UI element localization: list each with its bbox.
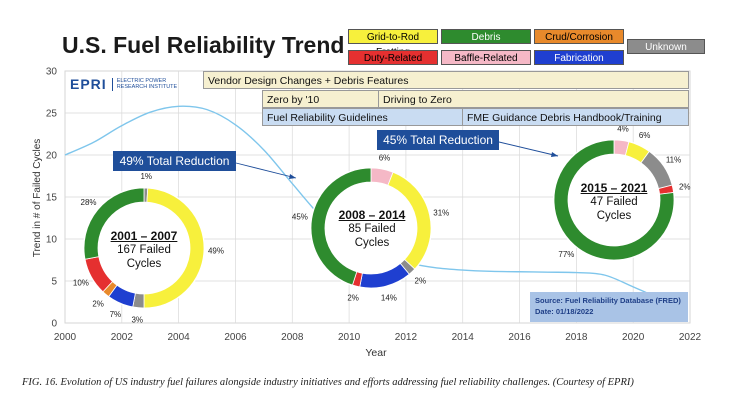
x-tick-label: 2016 bbox=[508, 332, 531, 343]
donut-slice-label: 49% bbox=[208, 246, 224, 255]
donut-slice-label: 45% bbox=[292, 213, 308, 222]
x-tick-label: 2002 bbox=[111, 332, 134, 343]
source-note: Source: Fuel Reliability Database (FRED)… bbox=[530, 292, 688, 322]
donut-1-label: 2001 – 2007 167 Failed Cycles bbox=[94, 229, 194, 271]
donut-slice-label: 77% bbox=[558, 250, 574, 259]
initiative-vendor-design: Vendor Design Changes + Debris Features bbox=[203, 71, 689, 89]
callout-49-percent: 49% Total Reduction bbox=[113, 151, 236, 171]
donut-slice-label: 7% bbox=[110, 310, 122, 319]
x-tick-label: 2018 bbox=[565, 332, 588, 343]
y-tick-label: 20 bbox=[46, 151, 58, 162]
donut-slice-label: 31% bbox=[433, 208, 449, 217]
figure-caption: FIG. 16. Evolution of US industry fuel f… bbox=[22, 377, 634, 388]
initiative-driving-to-zero: Driving to Zero bbox=[378, 90, 689, 108]
x-tick-label: 2014 bbox=[452, 332, 475, 343]
donut-hole bbox=[325, 182, 417, 274]
callout-arrow-2-head bbox=[551, 152, 558, 157]
y-tick-label: 5 bbox=[51, 277, 57, 288]
initiative-zero-by-10: Zero by '10 bbox=[262, 90, 379, 108]
donut-slice-label: 11% bbox=[666, 156, 681, 165]
legend-duty-related: Duty-Related bbox=[348, 50, 438, 65]
donut-2-label: 2008 – 2014 85 Failed Cycles bbox=[322, 208, 422, 250]
x-tick-label: 2004 bbox=[168, 332, 191, 343]
source-line: Source: Fuel Reliability Database (FRED) bbox=[535, 296, 681, 305]
donut-slice-debris bbox=[83, 187, 145, 260]
x-tick-label: 2020 bbox=[622, 332, 645, 343]
initiative-fme-guidance: FME Guidance Debris Handbook/Training bbox=[462, 108, 689, 126]
donut-1: 1% 49% 3% 7% 2% 10% 28% bbox=[73, 172, 224, 325]
logo-text: ELECTRIC POWER RESEARCH INSTITUTE bbox=[111, 77, 178, 91]
y-tick-label: 30 bbox=[46, 67, 58, 78]
donut-slice-label: 4% bbox=[617, 125, 629, 134]
donut-hole bbox=[98, 202, 190, 294]
donut-slice-label: 2% bbox=[415, 276, 427, 285]
donut-slice-label: 14% bbox=[381, 294, 397, 303]
chart-title: U.S. Fuel Reliability Trend bbox=[62, 32, 345, 58]
x-tick-label: 2022 bbox=[679, 332, 702, 343]
donut-slice-label: 1% bbox=[140, 172, 152, 181]
x-axis-label: Year bbox=[365, 347, 387, 359]
logo-mark: EPRI bbox=[70, 76, 107, 92]
donut-2-range: 2008 – 2014 bbox=[338, 208, 406, 222]
y-tick-label: 0 bbox=[51, 319, 57, 330]
callout-arrow-1 bbox=[235, 162, 297, 179]
donut-slice-label: 28% bbox=[81, 198, 97, 207]
x-tick-label: 2000 bbox=[54, 332, 77, 343]
donut-1-range: 2001 – 2007 bbox=[110, 229, 178, 243]
donut-slice-label: 10% bbox=[73, 279, 89, 288]
callout-arrow-1-head bbox=[289, 174, 296, 179]
donut-slice-label: 2% bbox=[92, 299, 104, 308]
y-tick-label: 10 bbox=[46, 235, 58, 246]
donut-1-failures: 167 Failed Cycles bbox=[117, 244, 171, 270]
donut-2: 6% 31% 2% 14% 2% 45% bbox=[292, 153, 449, 302]
donut-slice-label: 2% bbox=[679, 183, 691, 192]
donut-slice-label: 6% bbox=[379, 153, 391, 162]
donut-3-label: 2015 – 2021 47 Failed Cycles bbox=[564, 181, 664, 223]
donut-slice-label: 3% bbox=[131, 316, 143, 325]
donut-slice-debris bbox=[310, 167, 372, 286]
x-tick-label: 2012 bbox=[395, 332, 418, 343]
donut-3-range: 2015 – 2021 bbox=[580, 181, 648, 195]
x-tick-label: 2010 bbox=[338, 332, 361, 343]
x-tick-label: 2008 bbox=[281, 332, 304, 343]
source-date: Date: 01/18/2022 bbox=[535, 307, 594, 316]
legend-unknown: Unknown bbox=[627, 39, 705, 54]
callout-45-percent: 45% Total Reduction bbox=[377, 130, 499, 150]
x-tick-label: 2006 bbox=[224, 332, 247, 343]
legend-fabrication: Fabrication bbox=[534, 50, 624, 65]
y-tick-label: 25 bbox=[46, 109, 58, 120]
donut-slice-debris bbox=[553, 139, 675, 261]
legend-debris: Debris bbox=[441, 29, 531, 44]
donut-2-failures: 85 Failed Cycles bbox=[348, 223, 396, 249]
logo-line-1: ELECTRIC POWER bbox=[116, 77, 167, 84]
donut-slice-label: 6% bbox=[639, 131, 651, 140]
logo-line-2: RESEARCH INSTITUTE bbox=[116, 84, 178, 90]
donut-hole bbox=[568, 154, 660, 246]
legend-baffle-related: Baffle-Related bbox=[441, 50, 531, 65]
callout-arrow-2 bbox=[498, 141, 559, 157]
donut-3-failures: 47 Failed Cycles bbox=[590, 196, 638, 222]
initiative-fuel-reliability-guidelines: Fuel Reliability Guidelines bbox=[262, 108, 463, 126]
legend-crud-corrosion: Crud/Corrosion bbox=[534, 29, 624, 44]
donut-3: 4% 6% 11% 2% 77% bbox=[553, 125, 691, 261]
epri-logo: EPRI ELECTRIC POWER RESEARCH INSTITUTE bbox=[70, 76, 177, 92]
y-axis-label: Trend in # of Failed Cycles bbox=[32, 139, 43, 258]
y-tick-label: 15 bbox=[46, 193, 58, 204]
donut-slice-label: 2% bbox=[347, 294, 359, 303]
